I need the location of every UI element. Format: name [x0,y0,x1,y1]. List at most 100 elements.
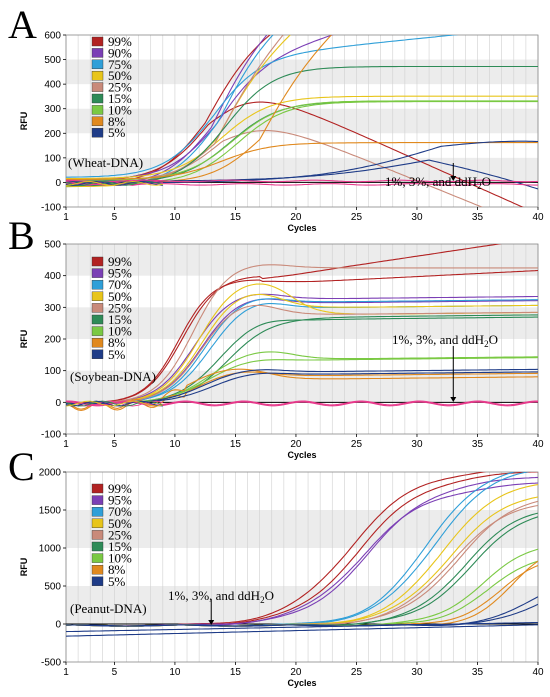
y-tick-label: 1000 [39,544,62,555]
legend-swatch [91,268,104,278]
x-tick-label: 15 [230,212,242,223]
baseline-noise-line [66,400,163,407]
legend-swatch [91,59,104,69]
x-tick-label: 1 [63,439,69,450]
sample-annotation: (Wheat-DNA) [68,155,143,170]
x-tick-label: 5 [112,439,118,450]
y-tick-label: 100 [44,366,61,377]
legend-swatch [91,93,104,104]
legend-label: 15% [108,539,132,554]
legend-swatch [91,553,104,563]
baseline-noise-line [66,400,163,407]
legend-swatch [91,507,104,517]
x-tick-label: 30 [411,667,423,678]
x-tick-label: 35 [472,667,484,678]
series-line-50pct [66,293,538,404]
x-tick-label: 10 [169,667,181,678]
legend-swatch [91,127,104,138]
series-line-95pct [66,293,538,405]
series-line-neg [66,401,538,407]
x-tick-label: 20 [290,212,302,223]
series-line-99pct [66,101,524,207]
x-tick-label: 15 [230,667,242,678]
y-tick-label: 1500 [39,506,62,517]
legend-label: 95% [108,493,132,508]
legend-swatch [91,530,104,540]
legend-label: 50% [108,289,132,304]
panel-letter: A [8,2,37,47]
y-tick-label: 400 [44,80,61,91]
sample-annotation: (Soybean-DNA) [70,369,156,384]
legend-label: 25% [108,80,132,95]
panel-letter: C [8,444,35,489]
legend-label: 5% [108,125,126,140]
legend-swatch [91,495,104,505]
legend-label: 25% [108,527,132,542]
arrow-label: 1%, 3%, and ddH2O [168,588,274,605]
series-line-8pct [66,142,538,180]
baseline-noise-line [66,180,163,186]
y-tick-label: 200 [44,129,61,140]
legend-swatch [91,82,104,92]
y-tick-label: -100 [41,430,61,441]
x-tick-label: 35 [472,212,484,223]
legend-label: 5% [108,574,126,589]
x-tick-label: 40 [532,667,544,678]
x-tick-label: 30 [411,439,423,450]
legend-swatch [91,326,104,336]
legend-label: 25% [108,300,132,315]
series-line-99pct [66,244,503,405]
legend-swatch [91,576,104,586]
legend-label: 15% [108,91,132,106]
series-line-99pct [66,269,538,404]
legend-label: 10% [108,551,132,566]
y-tick-label: 500 [44,55,61,66]
x-tick-label: 10 [169,439,181,450]
series-line-neg [66,183,538,186]
legend-swatch [91,256,104,267]
legend-label: 75% [108,57,132,72]
x-tick-label: 1 [63,212,69,223]
series-line-90pct [66,35,334,181]
y-axis-label: RFU [19,112,29,131]
legend-label: 95% [108,266,132,281]
series-line-baseline [66,624,538,637]
series-line-25pct [66,264,538,404]
x-axis-label: Cycles [287,223,316,233]
x-tick-label: 5 [112,667,118,678]
legend-swatch [91,105,104,115]
series-line-5pct [66,159,538,190]
x-tick-label: 30 [411,212,423,223]
x-axis-label: Cycles [287,678,316,688]
x-tick-label: 20 [290,667,302,678]
legend-label: 70% [108,277,132,292]
y-tick-label: 400 [44,271,61,282]
legend-swatch [91,483,104,494]
legend-swatch [91,70,104,81]
y-tick-label: -500 [41,658,61,669]
legend-swatch [91,541,104,552]
legend-swatch [91,338,104,348]
sample-annotation: (Peanut-DNA) [70,601,147,616]
legend-swatch [91,303,104,313]
x-tick-label: 1 [63,667,69,678]
panel-letter: B [8,213,35,258]
series-line-neg [66,179,538,183]
y-tick-label: 0 [55,398,61,409]
legend-swatch [91,518,104,528]
plot-band [66,510,538,548]
y-tick-label: 300 [44,104,61,115]
series-line-baseline [66,621,538,633]
legend-label: 10% [108,324,132,339]
baseline-noise-line [66,181,163,186]
x-tick-label: 40 [532,212,544,223]
legend-label: 15% [108,312,132,327]
arrow-label: 1%, 3%, and ddH2O [392,332,498,349]
y-axis-label: RFU [19,330,29,349]
legend-label: 99% [108,481,132,496]
plot-frame [65,471,539,663]
y-tick-label: 200 [44,335,61,346]
series-group [66,472,538,637]
legend-label: 8% [108,335,126,350]
legend-label: 5% [108,347,126,362]
